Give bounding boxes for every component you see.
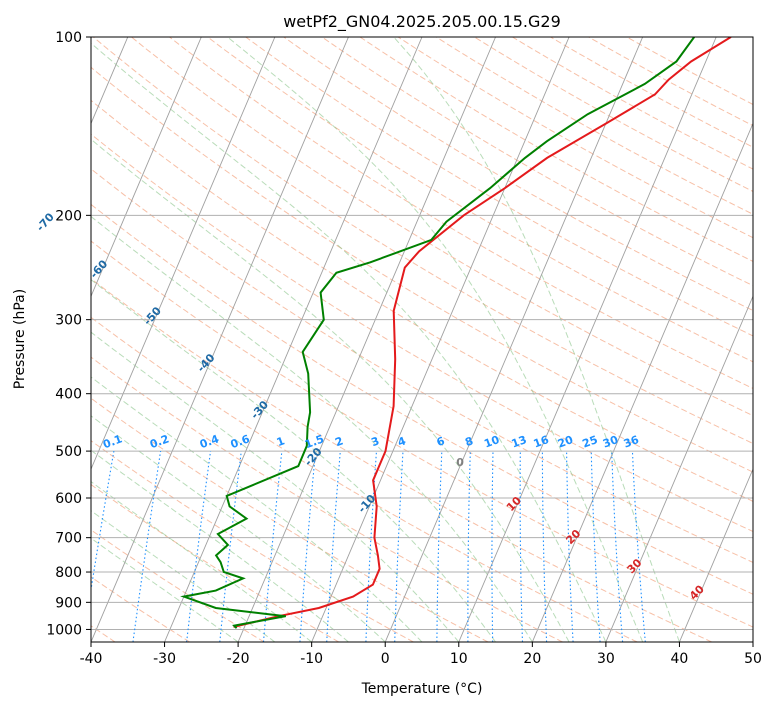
mixing-ratio-line [299, 451, 317, 642]
moist-adiabat [393, 37, 680, 642]
x-tick-label: 20 [523, 651, 541, 667]
dry-adiabat [91, 278, 713, 642]
moist-adiabat [91, 138, 570, 642]
mixing-ratio-line [132, 451, 162, 642]
moist-adiabat [91, 279, 496, 642]
mixing-ratio-label: 8 [463, 434, 475, 449]
dry-adiabat [91, 576, 190, 642]
dry-adiabat [245, 37, 753, 337]
y-tick-label: 200 [55, 208, 82, 224]
moist-adiabat [91, 415, 386, 642]
isotherm-line [679, 467, 753, 642]
dry-adiabat [91, 66, 753, 473]
dry-adiabat [91, 168, 753, 563]
mixing-ratio-label: 2 [333, 434, 345, 449]
background-lines [91, 37, 753, 642]
y-axis-label: Pressure (hPa) [12, 289, 28, 389]
y-tick-label: 1000 [46, 622, 82, 638]
mixing-ratio-label: 4 [396, 434, 408, 449]
mixing-ratio-line [91, 451, 115, 594]
dry-adiabat [207, 37, 753, 363]
mixing-ratio-line [219, 451, 242, 642]
dewpoint-profile-line [180, 37, 696, 629]
x-axis-label: Temperature (°C) [361, 681, 483, 697]
mixing-ratio-line [262, 451, 283, 642]
y-tick-label: 400 [55, 387, 82, 403]
x-tick-label: 50 [744, 651, 762, 667]
mixing-ratio-label: 13 [510, 433, 529, 450]
x-tick-label: 30 [597, 651, 615, 667]
moist-adiabat [91, 42, 607, 642]
isotherm-line [91, 37, 202, 298]
mixing-ratio-label: 0.1 [101, 432, 124, 451]
dry-adiabat [91, 483, 340, 642]
profile-lines [180, 37, 732, 629]
mixing-ratio-label: 6 [435, 434, 447, 449]
dry-adiabat [91, 240, 753, 628]
dry-adiabat [92, 37, 753, 445]
mixing-ratio-label: 20 [556, 433, 575, 451]
mixing-ratio-label: 36 [622, 433, 641, 451]
x-tick-label: 0 [381, 651, 390, 667]
axes: -40 -30 -20 -10 0 10 20 30 40 5010020030040050060… [46, 30, 762, 667]
dry-adiabat [169, 37, 753, 389]
mixing-ratio-line [186, 451, 212, 642]
isotherm-line [605, 295, 753, 642]
plot-frame [90, 36, 754, 643]
mixing-ratio-label: 16 [532, 433, 551, 451]
y-tick-label: 800 [55, 565, 82, 581]
x-tick-label: 10 [450, 651, 468, 667]
mixing-ratio-label: 0.4 [198, 432, 221, 451]
dry-adiabat [91, 356, 563, 642]
dry-adiabat [91, 203, 753, 595]
mixing-ratio-label: 1 [275, 434, 287, 449]
mixing-ratio-label: 0.2 [148, 432, 171, 451]
x-tick-label: -10 [300, 651, 323, 667]
moist-adiabat [91, 537, 239, 642]
dry-adiabat [91, 397, 489, 642]
x-tick-label: -40 [80, 651, 103, 667]
x-tick-label: -20 [227, 651, 250, 667]
isotherm-line [311, 37, 570, 642]
moist-adiabat [91, 331, 460, 642]
isotherm-line [237, 37, 496, 642]
zero-label: 0 [456, 456, 464, 469]
y-tick-label: 500 [55, 444, 82, 460]
pressure-gridlines [91, 37, 753, 630]
isotherm-line [91, 37, 276, 471]
mixing-ratio-lines [91, 451, 646, 642]
isotherm-line [164, 37, 423, 642]
mixing-ratio-label: 1.5 [303, 432, 326, 451]
isotherm-line [384, 37, 644, 642]
y-tick-label: 100 [55, 30, 82, 46]
dry-adiabat [91, 133, 753, 533]
mixing-ratio-label: 30 [601, 433, 620, 451]
x-tick-label: -30 [153, 651, 176, 667]
y-tick-label: 300 [55, 313, 82, 329]
moist-adiabat [91, 215, 533, 642]
y-tick-label: 900 [55, 595, 82, 611]
isotherm-line [531, 122, 753, 642]
moist-adiabat [91, 376, 423, 642]
x-tick-label: 40 [671, 651, 689, 667]
dry-adiabat [283, 37, 753, 312]
y-tick-label: 600 [55, 491, 82, 507]
mixing-ratio-label: 3 [369, 434, 381, 449]
mixing-ratio-label: 25 [581, 433, 600, 450]
mixing-ratio-label: 0.6 [229, 432, 252, 451]
dry-adiabat [91, 316, 638, 642]
moist-adiabat [91, 481, 312, 642]
moist-adiabat [91, 449, 349, 642]
chart-title: wetPf2_GN04.2025.205.00.15.G29 [283, 12, 561, 32]
moist-adiabat [227, 37, 644, 642]
isotherm-line [91, 37, 349, 642]
mixing-ratio-label: 10 [482, 433, 501, 451]
temperature-profile-line [233, 37, 732, 628]
dry-adiabat [131, 37, 753, 417]
isotherm-line [458, 37, 717, 642]
y-tick-label: 700 [55, 531, 82, 547]
